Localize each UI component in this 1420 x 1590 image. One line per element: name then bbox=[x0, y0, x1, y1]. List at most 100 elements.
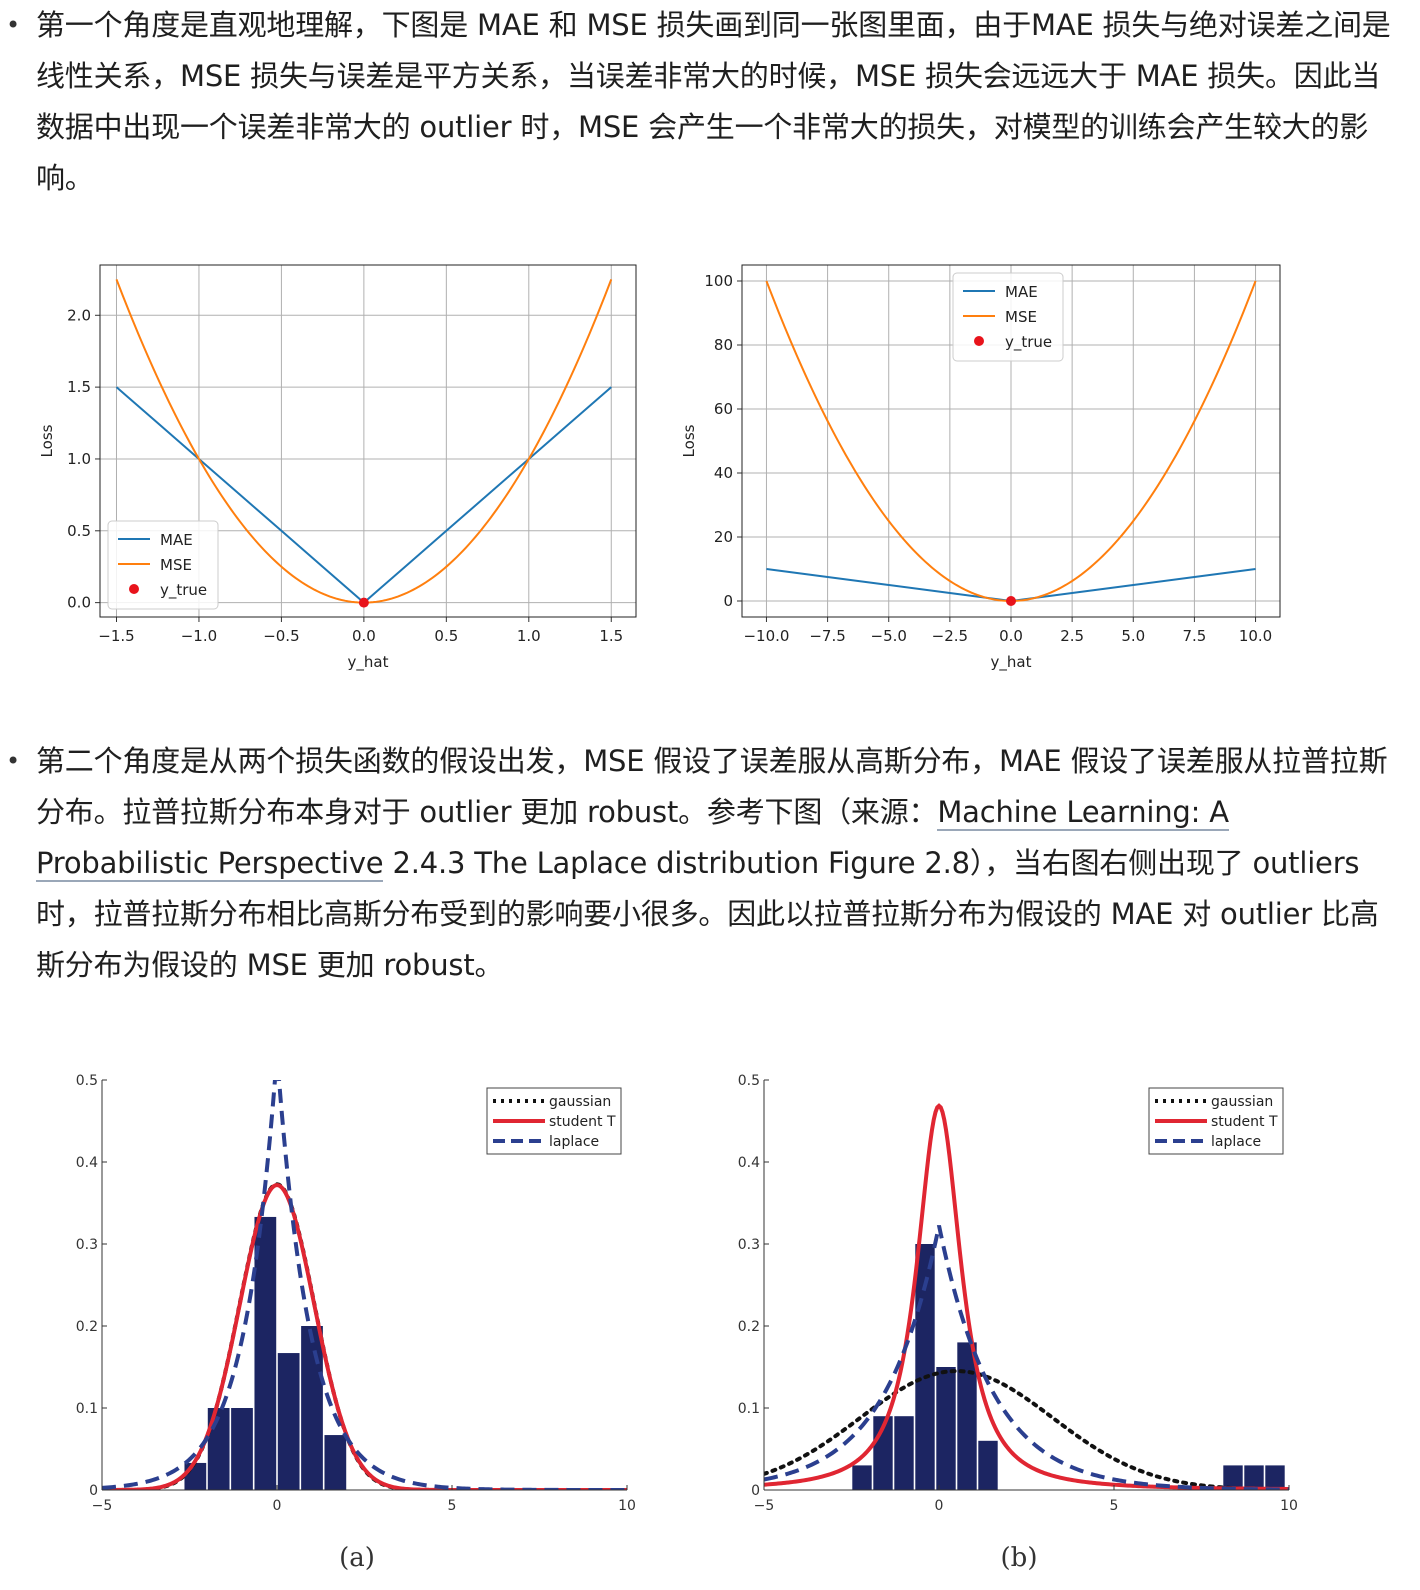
y-tick-label: 0.3 bbox=[738, 1237, 760, 1253]
x-tick-label: 0 bbox=[273, 1498, 282, 1514]
legend-label: gaussian bbox=[549, 1094, 611, 1110]
y-tick-label: 0.2 bbox=[76, 1319, 98, 1335]
x-tick-label: 7.5 bbox=[1182, 627, 1206, 645]
y-tick-label: 80 bbox=[714, 336, 733, 354]
x-tick-label: 5 bbox=[1110, 1498, 1119, 1514]
curve-student-t bbox=[102, 1182, 627, 1490]
legend-label: laplace bbox=[1211, 1134, 1261, 1150]
x-tick-label: 10.0 bbox=[1239, 627, 1272, 645]
y-tick-label: 100 bbox=[704, 272, 733, 290]
histogram-bar bbox=[936, 1367, 956, 1490]
histogram-bar bbox=[277, 1353, 300, 1490]
paragraph-text: 第一个角度是直观地理解，下图是 MAE 和 MSE 损失画到同一张图里面，由于M… bbox=[36, 8, 1391, 195]
y-tick-label: 2.0 bbox=[67, 306, 91, 324]
paragraph-text-start: 第二个角度是从两个损失函数的假设出发，MSE 假设了误差服从高斯分布，MAE 假… bbox=[36, 744, 1388, 829]
y-tick-label: 0.1 bbox=[76, 1401, 98, 1417]
legend-label: y_true bbox=[1005, 333, 1052, 352]
y-tick-label: 0.4 bbox=[76, 1155, 98, 1171]
y-tick-label: 1.0 bbox=[67, 450, 91, 468]
y-tick-label: 0.1 bbox=[738, 1401, 760, 1417]
legend-label: y_true bbox=[160, 581, 207, 600]
figure-caption: (b) bbox=[1001, 1543, 1038, 1573]
curves-group bbox=[764, 1103, 1289, 1490]
histogram-bar bbox=[231, 1408, 253, 1490]
legend-label: MSE bbox=[160, 556, 192, 574]
x-axis-label: y_hat bbox=[991, 653, 1032, 672]
x-tick-label: −7.5 bbox=[809, 627, 845, 645]
histogram-bar bbox=[978, 1440, 998, 1490]
y-tick-label: 0.4 bbox=[738, 1155, 760, 1171]
histogram-bar bbox=[852, 1465, 872, 1490]
histogram-bar bbox=[324, 1435, 347, 1490]
y-tick-label: 0.5 bbox=[738, 1073, 760, 1089]
reference-link[interactable]: Machine Learning: A Probabilistic Perspe… bbox=[36, 795, 1229, 882]
histogram-bar bbox=[894, 1416, 914, 1490]
y-tick-label: 0 bbox=[751, 1483, 760, 1499]
x-tick-label: 1.0 bbox=[517, 627, 541, 645]
bullet-dot: • bbox=[6, 747, 21, 775]
paragraph-text-end: 2.4.3 The Laplace distribution Figure 2.… bbox=[36, 846, 1379, 982]
legend-label: student T bbox=[1211, 1114, 1278, 1130]
y-tick-label: 40 bbox=[714, 464, 733, 482]
x-tick-label: −0.5 bbox=[263, 627, 299, 645]
legend-swatch-y-true bbox=[129, 584, 139, 594]
bullet-paragraph-1: • 第一个角度是直观地理解，下图是 MAE 和 MSE 损失画到同一张图里面，由… bbox=[0, 0, 1400, 210]
y-tick-label: 0.2 bbox=[738, 1319, 760, 1335]
curve-laplace bbox=[102, 1080, 627, 1490]
curve-laplace bbox=[764, 1225, 1289, 1490]
legend-label: student T bbox=[549, 1114, 616, 1130]
y-axis-label: Loss bbox=[38, 424, 56, 457]
y-axis-label: Loss bbox=[680, 424, 698, 457]
plot-frame bbox=[99, 264, 637, 618]
chart-loss-small-range: −1.5 −1.0 −0.5 0.0 0.5 1.0 1.5 0.0 0.5 1.0 1.5 2.0 y… bbox=[38, 264, 637, 672]
x-tick-label: 5.0 bbox=[1121, 627, 1145, 645]
legend-label: laplace bbox=[549, 1134, 599, 1150]
x-tick-label: 0.0 bbox=[352, 627, 376, 645]
x-tick-label: 10 bbox=[1280, 1498, 1298, 1514]
x-tick-label: −10.0 bbox=[743, 627, 789, 645]
y-tick-label: 0.0 bbox=[67, 594, 91, 612]
legend-label: gaussian bbox=[1211, 1094, 1273, 1110]
legend-label: MAE bbox=[160, 531, 193, 549]
histogram-bar bbox=[1223, 1465, 1243, 1490]
y-tick-label: 0.5 bbox=[67, 522, 91, 540]
paragraph-text: 第二个角度是从两个损失函数的假设出发，MSE 假设了误差服从高斯分布，MAE 假… bbox=[36, 736, 1400, 991]
x-tick-label: −1.5 bbox=[98, 627, 134, 645]
y-tick-label: 0.5 bbox=[76, 1073, 98, 1089]
y-tick-label: 0 bbox=[89, 1483, 98, 1499]
x-tick-label: 10 bbox=[618, 1498, 636, 1514]
y-tick-label: 20 bbox=[714, 528, 733, 546]
histogram-bar bbox=[254, 1216, 277, 1490]
y-tick-label: 1.5 bbox=[67, 378, 91, 396]
y-true-point bbox=[358, 597, 369, 608]
curves-group bbox=[102, 1080, 627, 1490]
histogram-bar bbox=[301, 1326, 323, 1490]
x-tick-label: −2.5 bbox=[932, 627, 968, 645]
histogram-bar bbox=[1244, 1465, 1264, 1490]
plot-frame bbox=[741, 264, 1281, 618]
y-tick-label: 60 bbox=[714, 400, 733, 418]
x-tick-label: 0.5 bbox=[434, 627, 458, 645]
y-true-point bbox=[1006, 596, 1016, 606]
legend-swatch-y-true bbox=[974, 336, 984, 346]
y-tick-label: 0.3 bbox=[76, 1237, 98, 1253]
histogram-bar bbox=[1265, 1465, 1285, 1490]
x-tick-label: 2.5 bbox=[1060, 627, 1084, 645]
curve-gaussian bbox=[102, 1182, 627, 1490]
legend-label: MAE bbox=[1005, 283, 1038, 301]
x-tick-label: −5 bbox=[754, 1498, 775, 1514]
y-tick-label: 0 bbox=[723, 592, 733, 610]
x-tick-label: −5.0 bbox=[871, 627, 907, 645]
x-tick-label: 5 bbox=[448, 1498, 457, 1514]
x-tick-label: −5 bbox=[92, 1498, 113, 1514]
curve-gaussian bbox=[764, 1369, 1289, 1490]
histogram-bar bbox=[184, 1462, 207, 1490]
x-tick-label: 1.5 bbox=[599, 627, 623, 645]
x-axis-label: y_hat bbox=[348, 653, 389, 672]
x-tick-label: 0 bbox=[935, 1498, 944, 1514]
histogram-bar bbox=[957, 1342, 977, 1490]
x-tick-label: −1.0 bbox=[181, 627, 217, 645]
figure-caption: (a) bbox=[339, 1543, 375, 1573]
